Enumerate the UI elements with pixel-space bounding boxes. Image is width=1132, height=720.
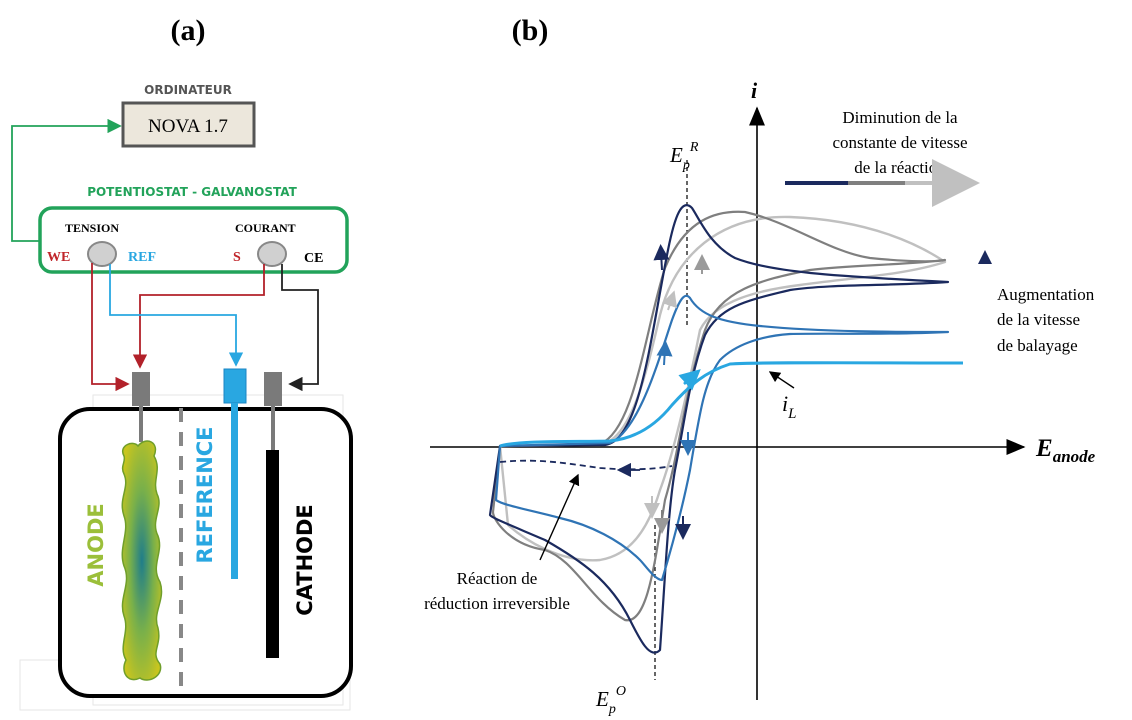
- ep-r-sup: R: [689, 140, 699, 155]
- reference-label: REFERENCE: [193, 426, 217, 563]
- panel-b: (b) i Eanode EpR EpO: [424, 14, 1096, 717]
- panel-a: (a) ORDINATEUR NOVA 1.7 POTENTIOSTAT - G…: [11, 14, 353, 711]
- curve-dark-navy: [488, 204, 950, 654]
- arrow-navy-up: [653, 244, 670, 271]
- curve-dark-gray: [491, 210, 947, 622]
- ep-o-sup: O: [616, 684, 626, 699]
- nova-software-label: NOVA 1.7: [148, 116, 228, 137]
- courant-label: COURANT: [235, 221, 296, 235]
- il-sub: L: [787, 406, 796, 422]
- legend-rate-line1: Diminution de la: [842, 108, 958, 127]
- panel-a-label: (a): [171, 14, 206, 47]
- ce-wire: [281, 264, 319, 392]
- computer-title: ORDINATEUR: [144, 83, 232, 97]
- legend-rate-line3: de la réaction: [854, 158, 946, 177]
- legend-scan-line3: de balayage: [997, 336, 1078, 355]
- x-axis-label: Eanode: [1035, 435, 1096, 466]
- ep-r-main: E: [669, 143, 683, 167]
- il-pointer: [768, 371, 795, 389]
- cathode-label: CATHODE: [293, 504, 317, 616]
- curve-light-blue: [499, 361, 964, 448]
- ref-label: REF: [128, 250, 156, 265]
- s-label: S: [233, 250, 241, 265]
- ref-wire: [109, 264, 244, 367]
- legend-scan-line2: de la vitesse: [997, 310, 1080, 329]
- s-wire: [132, 264, 265, 369]
- courant-terminal: [257, 241, 287, 267]
- x-axis-label-main: E: [1035, 435, 1053, 462]
- panel-b-label: (b): [512, 14, 549, 47]
- annotation-line1: Réaction de: [457, 569, 538, 588]
- legend-scan-line1: Augmentation: [997, 285, 1095, 304]
- curve-irreversible-reduction: [499, 459, 673, 471]
- arrow-lightblue-up: [678, 369, 701, 391]
- ep-o-label: EpO: [595, 684, 626, 717]
- tension-label: TENSION: [65, 221, 119, 235]
- legend-rate-line2: constante de vitesse: [832, 133, 967, 152]
- curve-medium-blue: [494, 294, 950, 582]
- potentiostat-title: POTENTIOSTAT - GALVANOSTAT: [87, 185, 297, 199]
- nova-box: [121, 101, 256, 148]
- reference-electrode: [231, 403, 238, 579]
- ep-r-label: EpR: [669, 140, 699, 173]
- computer-link-wire: [11, 118, 122, 242]
- arrow-lightgray-up: [661, 290, 678, 311]
- anode-label: ANODE: [84, 503, 108, 586]
- annotation-pointer: [539, 473, 580, 561]
- we-wire: [91, 263, 130, 392]
- ep-r-sub: p: [682, 158, 690, 173]
- ep-o-sub: p: [608, 702, 616, 717]
- legend-scan-arrowhead: [978, 250, 992, 264]
- reference-connector: [223, 368, 247, 404]
- arrow-blue-up: [656, 340, 673, 366]
- ce-label: CE: [304, 251, 323, 266]
- potentiostat-box: [38, 206, 349, 274]
- ep-o-main: E: [595, 687, 609, 711]
- annotation-line2: réduction irreversible: [424, 594, 570, 613]
- we-label: WE: [47, 250, 70, 265]
- anode-biofilm: [121, 440, 163, 681]
- cathode-connector: [264, 372, 282, 406]
- x-axis-label-sub: anode: [1053, 447, 1096, 466]
- cathode-electrode: [266, 450, 279, 658]
- il-main: i: [782, 391, 788, 416]
- anode-connector: [132, 372, 150, 406]
- curve-light-gray: [498, 215, 947, 562]
- y-axis-label: i: [751, 78, 758, 103]
- tension-terminal: [87, 241, 117, 267]
- il-label: iL: [782, 391, 796, 422]
